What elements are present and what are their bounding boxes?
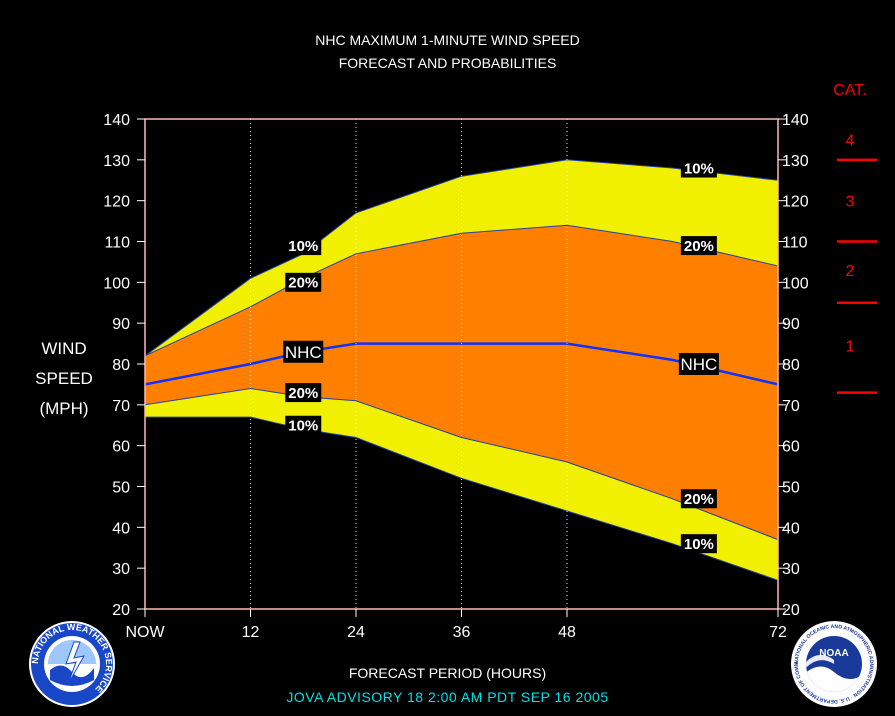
category-label: 4 <box>846 132 855 149</box>
series-label-group: NHC <box>283 340 324 363</box>
series-line-lower-10 <box>145 416 779 581</box>
series-label-box <box>680 158 717 178</box>
y-tick-label-left: 90 <box>112 316 130 333</box>
y-tick-label-left: 20 <box>112 602 130 619</box>
y-tick-label-right: 20 <box>782 602 800 619</box>
series-label-group: 10% <box>680 158 717 178</box>
x-axis-title: FORECAST PERIOD (HOURS) <box>348 665 547 681</box>
category-label: 1 <box>846 339 855 356</box>
series-label: 10% <box>684 160 714 177</box>
category-label: 3 <box>846 194 855 211</box>
series-label-box <box>680 534 717 554</box>
series-label-group: 20% <box>680 489 717 509</box>
y-tick-label-left: 60 <box>112 439 130 456</box>
y-tick-label-right: 120 <box>782 194 809 211</box>
advisory-line: JOVA ADVISORY 18 2:00 AM PDT SEP 16 2005 <box>286 689 609 705</box>
series-label-box <box>678 353 719 375</box>
y-tick-label-left: 130 <box>103 153 130 170</box>
x-tick-label: 24 <box>347 624 365 641</box>
series-label-group: 20% <box>285 272 322 292</box>
series-label-group: NHC <box>678 353 719 375</box>
x-tick-label: 36 <box>453 624 471 641</box>
chart-title-line1: NHC MAXIMUM 1-MINUTE WIND SPEED <box>315 32 580 48</box>
series-label-box <box>285 383 322 403</box>
series-label: 20% <box>684 238 714 255</box>
y-tick-label-left: 140 <box>103 112 130 129</box>
series-label-box <box>680 236 717 256</box>
y-tick-label-left: 70 <box>112 398 130 415</box>
y-tick-label-right: 80 <box>782 357 800 374</box>
category-label: 2 <box>846 263 855 280</box>
series-line-upper-20 <box>144 224 779 357</box>
y-tick-label-right: 110 <box>782 235 808 252</box>
y-tick-label-left: 110 <box>104 235 130 252</box>
y-axis-label-line2: SPEED <box>35 369 93 388</box>
x-tick-label: 72 <box>769 624 787 641</box>
y-tick-label-right: 60 <box>782 439 800 456</box>
noaa-logo-text: NOAA <box>819 648 848 659</box>
series-label-group: 10% <box>285 236 322 256</box>
category-scale-title: CAT. <box>833 82 867 99</box>
series-label: 20% <box>288 275 318 292</box>
y-tick-label-left: 50 <box>112 480 130 497</box>
series-label: 10% <box>684 536 714 553</box>
y-tick-label-right: 140 <box>782 112 809 129</box>
y-tick-label-right: 70 <box>782 398 800 415</box>
series-label-group: 10% <box>680 534 717 554</box>
y-tick-label-left: 80 <box>112 357 130 374</box>
series-label: 10% <box>288 418 318 435</box>
band-20-percent <box>145 225 778 540</box>
series-label-group: 10% <box>285 415 322 435</box>
series-label: NHC <box>285 343 322 362</box>
x-tick-label: 12 <box>242 624 260 641</box>
y-tick-label-right: 40 <box>782 520 800 537</box>
y-tick-label-right: 100 <box>782 275 809 292</box>
chart-title-line2: FORECAST AND PROBABILITIES <box>338 55 557 71</box>
series-label-box <box>680 489 717 509</box>
noaa-logo: NOAA NATIONAL OCEANIC AND ATMOSPHERIC AD… <box>790 620 877 707</box>
y-tick-label-right: 30 <box>782 561 800 578</box>
y-tick-label-left: 100 <box>103 275 130 292</box>
series-label: 20% <box>684 491 714 508</box>
series-label: NHC <box>680 355 717 374</box>
y-tick-label-right: 50 <box>782 480 800 497</box>
series-line-nhc <box>144 342 779 386</box>
y-tick-label-left: 30 <box>112 561 130 578</box>
x-tick-label: 48 <box>558 624 576 641</box>
series-label-box <box>285 236 322 256</box>
series-label-box <box>285 272 322 292</box>
y-tick-label-left: 120 <box>103 194 130 211</box>
y-tick-label-left: 40 <box>112 520 130 537</box>
series-label-box <box>285 415 322 435</box>
series-label: 10% <box>288 238 318 255</box>
y-axis-label-line1: WIND <box>41 339 87 358</box>
x-tick-label: NOW <box>125 624 165 641</box>
series-line-lower-20 <box>144 387 779 541</box>
y-axis-label-line3: (MPH) <box>39 399 89 418</box>
national-weather-service-logo: NATIONAL WEATHER SERVICE <box>29 621 115 707</box>
series-label-group: 20% <box>285 383 322 403</box>
y-tick-label-right: 90 <box>782 316 800 333</box>
series-line-upper-10 <box>144 159 779 357</box>
series-label-group: 20% <box>680 236 717 256</box>
y-tick-label-right: 130 <box>782 153 809 170</box>
series-label: 20% <box>288 385 318 402</box>
series-label-box <box>283 340 324 363</box>
